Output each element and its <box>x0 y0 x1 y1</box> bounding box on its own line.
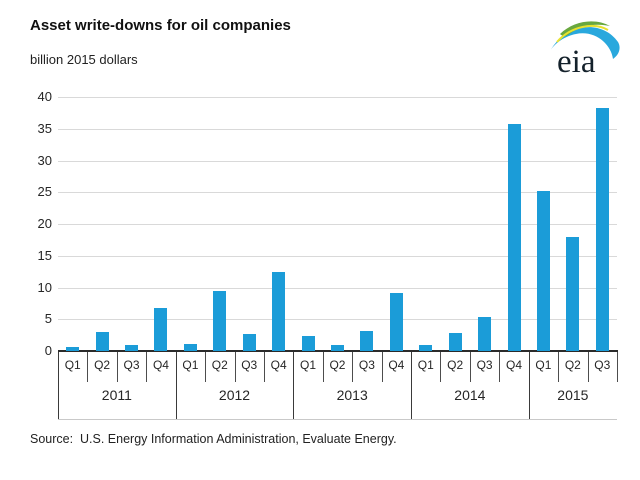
x-axis-quarter-label: Q3 <box>476 358 493 372</box>
year-separator-line <box>293 352 294 420</box>
y-axis-tick-label: 5 <box>44 311 52 327</box>
y-axis-tick-label: 0 <box>44 343 52 358</box>
y-axis-tick-label: 15 <box>37 247 52 263</box>
x-axis-year-label: 2013 <box>336 387 368 403</box>
bar <box>125 344 139 351</box>
gridline-y20 <box>58 224 617 225</box>
y-axis-tick-label: 10 <box>37 279 52 295</box>
axis-left-edge-line <box>58 352 59 420</box>
x-axis-quarter-label: Q4 <box>270 358 287 372</box>
x-axis-baseline <box>58 350 618 352</box>
quarter-separator-line <box>323 352 324 382</box>
bar <box>154 307 168 351</box>
bar <box>389 293 403 351</box>
y-axis-tick-label: 40 <box>37 89 52 104</box>
bar <box>478 316 492 351</box>
x-axis-quarter-label: Q3 <box>123 358 140 372</box>
logo-text: eia <box>557 44 596 80</box>
x-axis-quarter-label: Q4 <box>506 358 523 372</box>
year-separator-line <box>529 352 530 420</box>
bar <box>448 333 462 351</box>
quarter-separator-line <box>470 352 471 382</box>
y-axis-tick-label: 20 <box>37 216 52 231</box>
bar <box>272 271 286 351</box>
bar <box>213 291 227 351</box>
gridline-y5 <box>58 319 617 321</box>
quarter-separator-line <box>146 352 147 382</box>
x-axis-quarter-label: Q2 <box>447 358 464 372</box>
x-axis-year-label: 2011 <box>101 387 132 403</box>
x-axis-year-label: 2012 <box>218 387 251 403</box>
gridline-y25 <box>58 192 617 194</box>
quarter-separator-line <box>117 352 118 382</box>
logo-streak-yellow <box>556 25 609 43</box>
gridline-y30 <box>58 160 617 162</box>
bar <box>95 331 109 351</box>
quarter-separator-line <box>558 352 559 382</box>
bar <box>183 344 197 351</box>
quarter-separator-line <box>588 352 589 382</box>
x-axis-year-label: 2015 <box>557 387 589 403</box>
bar <box>566 236 580 351</box>
x-axis-quarter-label: Q3 <box>241 358 258 372</box>
quarter-separator-line <box>499 352 500 382</box>
eia-logo-graphic: eia <box>550 21 620 80</box>
bar <box>242 334 256 351</box>
quarter-separator-line <box>352 352 353 382</box>
bar <box>360 330 374 351</box>
bar <box>507 123 521 351</box>
quarter-separator-line <box>87 352 88 382</box>
x-axis-quarter-label: Q1 <box>535 358 552 372</box>
x-axis-quarter-label: Q3 <box>594 358 611 372</box>
quarter-separator-line <box>235 352 236 382</box>
bar <box>419 345 433 351</box>
axis-bottom-rule <box>58 419 617 420</box>
gridline-y15 <box>58 255 617 257</box>
quarter-separator-line <box>205 352 206 382</box>
x-axis-quarter-label: Q1 <box>300 358 317 372</box>
x-axis-year-label: 2014 <box>454 387 486 403</box>
x-axis-quarter-label: Q2 <box>564 358 581 372</box>
bar <box>331 344 344 351</box>
gridline-y40 <box>58 97 617 98</box>
chart-units-subtitle: billion 2015 dollars <box>30 52 138 67</box>
year-separator-line <box>411 352 412 420</box>
source-note: Source: U.S. Energy Information Administ… <box>30 432 397 446</box>
bar <box>595 108 609 351</box>
year-separator-line <box>176 352 177 420</box>
x-axis-quarter-label: Q2 <box>94 358 111 372</box>
x-axis-quarter-label: Q4 <box>388 358 405 372</box>
bar <box>536 190 550 351</box>
x-axis-quarter-label: Q3 <box>358 358 375 372</box>
bar <box>301 336 315 351</box>
y-axis-tick-label: 25 <box>37 184 52 200</box>
eia-logo: eia <box>540 14 624 80</box>
x-axis-quarter-label: Q1 <box>182 358 199 372</box>
quarter-separator-line <box>264 352 265 382</box>
y-axis-tick-label: 35 <box>37 120 52 136</box>
y-axis-tick-label: 30 <box>37 152 52 168</box>
quarter-separator-line <box>440 352 441 382</box>
axis-right-edge-line <box>617 352 618 382</box>
x-axis-quarter-label: Q2 <box>211 358 228 372</box>
x-axis-quarter-label: Q4 <box>152 358 169 372</box>
bar <box>66 346 80 351</box>
x-axis-quarter-label: Q2 <box>329 358 346 372</box>
quarter-separator-line <box>382 352 383 382</box>
x-axis-quarter-label: Q1 <box>417 358 434 372</box>
gridline-y10 <box>58 287 617 289</box>
gridline-y35 <box>58 128 617 130</box>
page-title: Asset write-downs for oil companies <box>30 17 291 34</box>
x-axis-quarter-label: Q1 <box>64 358 81 372</box>
